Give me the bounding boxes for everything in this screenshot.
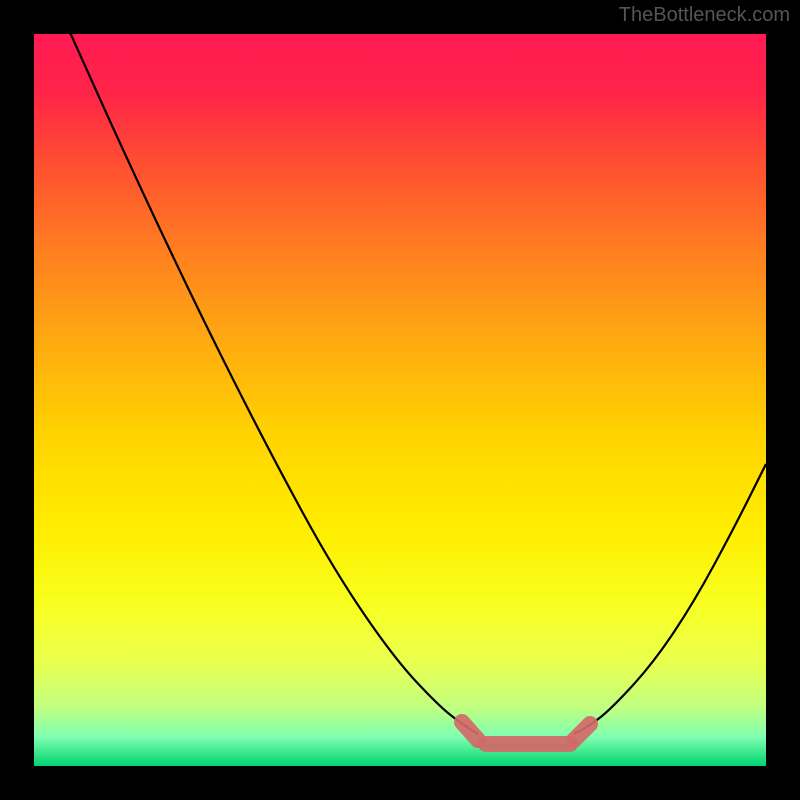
bottom-highlight-pill-seg-2 bbox=[574, 724, 590, 740]
watermark-text: TheBottleneck.com bbox=[619, 4, 790, 27]
bottleneck-chart bbox=[34, 34, 766, 766]
plot-area bbox=[34, 34, 766, 766]
